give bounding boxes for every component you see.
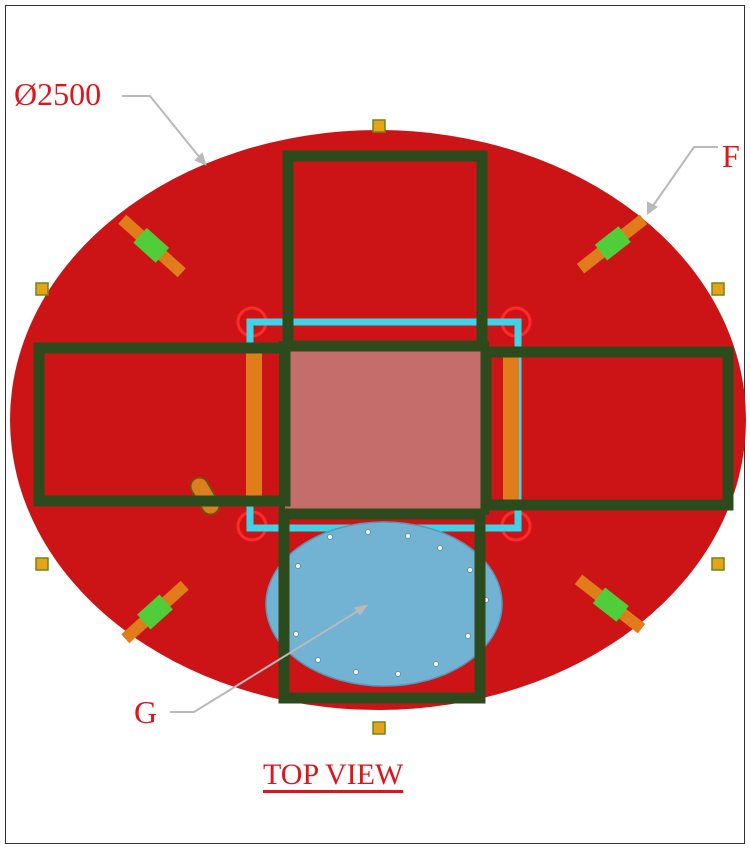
clamp-f [118, 214, 648, 644]
orange-rail-right [503, 352, 519, 500]
edge-tabs [35, 119, 725, 735]
callout-g-label: G [134, 694, 158, 730]
leader-lines [122, 95, 718, 713]
support-frames [33, 150, 734, 704]
center-plate [280, 345, 484, 511]
diameter-label: Ø2500 [14, 76, 102, 112]
hatch-g [265, 521, 503, 687]
callout-f-label: F [722, 138, 740, 174]
view-title: TOP VIEW [263, 758, 404, 791]
orange-rail-left [246, 352, 262, 500]
